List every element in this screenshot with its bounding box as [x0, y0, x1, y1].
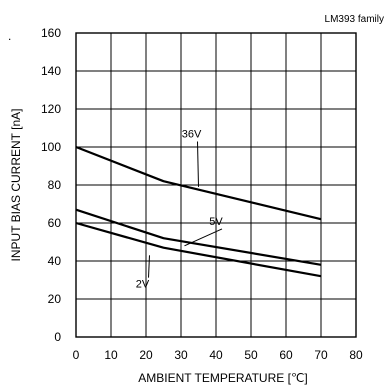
annotation-label-5v: 5V	[209, 216, 223, 228]
x-axis-ticks: 0 10 20 30 40 50 60 70 80	[73, 348, 363, 362]
y-axis-ticks: 0 20 40 60 80 100 120 140 160	[41, 26, 61, 344]
y-tick-label: 100	[41, 140, 61, 154]
annotation-leader-5v	[184, 228, 223, 247]
y-tick-label: 80	[48, 178, 62, 192]
family-label: LM393 family	[325, 14, 384, 25]
series-line-36v	[75, 145, 322, 221]
series-line-2v	[75, 221, 322, 278]
x-tick-label: 20	[139, 348, 153, 362]
plot-frame	[75, 32, 357, 338]
y-tick-label: 40	[48, 254, 62, 268]
annotation-label-36v: 36V	[182, 129, 202, 141]
x-tick-label: 80	[349, 348, 363, 362]
y-tick-label: 0	[54, 330, 61, 344]
x-tick-label: 50	[244, 348, 258, 362]
annotation-leader-2v	[148, 255, 150, 278]
x-axis-title: AMBIENT TEMPERATURE [℃]	[138, 371, 308, 385]
series-line-5v	[75, 208, 322, 266]
y-tick-label: 140	[41, 64, 61, 78]
x-tick-label: 60	[279, 348, 293, 362]
x-tick-label: 40	[209, 348, 223, 362]
y-tick-label: 160	[41, 26, 61, 40]
annotation-leader-36v	[197, 141, 199, 187]
x-tick-label: 30	[174, 348, 188, 362]
y-tick-label: 120	[41, 102, 61, 116]
x-tick-label: 0	[73, 348, 80, 362]
x-tick-label: 70	[314, 348, 328, 362]
stray-mark: .	[8, 29, 11, 43]
series-lines	[75, 145, 322, 278]
x-tick-label: 10	[104, 348, 118, 362]
y-tick-label: 20	[48, 292, 62, 306]
series-annotations: 36V 5V 2V	[136, 129, 224, 291]
annotation-label-2v: 2V	[136, 279, 150, 291]
y-axis-title: INPUT BIAS CURRENT [nA]	[9, 109, 23, 262]
grid-lines	[76, 33, 356, 337]
y-tick-label: 60	[48, 216, 62, 230]
